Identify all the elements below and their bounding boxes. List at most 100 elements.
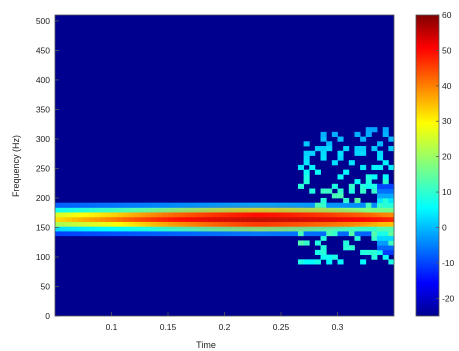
heatmap-cell	[348, 202, 355, 208]
x-tick-label: 0.25	[273, 322, 290, 332]
heatmap-cell	[184, 231, 191, 237]
heatmap-cell	[377, 183, 384, 189]
heatmap-cell	[111, 226, 118, 232]
heatmap-cell	[71, 202, 78, 208]
heatmap-cell	[382, 160, 389, 166]
heatmap-cell	[303, 150, 310, 156]
heatmap-cell	[360, 164, 367, 171]
heatmap-cell	[66, 226, 73, 232]
heatmap-cell	[60, 231, 67, 237]
x-axis: 0.1 0.15 0.2 0.25 0.3	[106, 312, 344, 332]
heatmap-cell	[371, 231, 378, 237]
heatmap-cell	[105, 202, 112, 208]
heatmap-cell	[122, 207, 129, 213]
heatmap-cell	[388, 202, 395, 208]
heatmap-cell	[252, 231, 259, 237]
heatmap-cell	[196, 202, 203, 208]
heatmap-cell	[371, 254, 378, 260]
heatmap-cell	[184, 202, 191, 208]
heatmap-cell	[55, 231, 62, 237]
heatmap-cell	[55, 207, 62, 213]
plot-background	[55, 15, 394, 316]
heatmap-cell	[77, 212, 84, 218]
heatmap-cell	[105, 221, 112, 227]
colorbar-tick-label: 20	[442, 152, 452, 162]
heatmap-cell	[320, 188, 327, 194]
heatmap-cell	[377, 231, 384, 237]
heatmap-cell	[66, 221, 73, 227]
heatmap-cell	[365, 183, 372, 189]
heatmap-cell	[145, 226, 152, 232]
heatmap-cell	[348, 183, 355, 189]
heatmap-cell	[371, 235, 378, 241]
heatmap-cell	[77, 231, 84, 237]
heatmap-cell	[331, 131, 338, 137]
heatmap-cell	[371, 127, 378, 133]
colorbar-tick-label: 30	[442, 116, 452, 126]
heatmap-cell	[354, 235, 361, 241]
heatmap-cell	[382, 188, 389, 194]
heatmap-cell	[292, 202, 299, 208]
heatmap-cell	[66, 202, 73, 208]
y-tick-label: 350	[36, 104, 50, 114]
heatmap-cell	[111, 221, 118, 227]
heatmap-cell	[377, 197, 384, 204]
heatmap-cell	[360, 188, 367, 194]
heatmap-cell	[60, 216, 67, 222]
heatmap-cell	[117, 202, 124, 208]
heatmap-cell	[156, 231, 163, 237]
heatmap-cell	[314, 169, 321, 175]
heatmap-cell	[360, 249, 367, 256]
heatmap-cell	[326, 141, 333, 147]
heatmap-cell	[122, 231, 129, 237]
heatmap-cell	[320, 197, 327, 204]
heatmap-cell	[55, 212, 62, 218]
heatmap-cell	[100, 212, 107, 218]
heatmap-cell	[371, 146, 378, 152]
heatmap-cell	[388, 221, 395, 227]
heatmap-cell	[55, 221, 62, 227]
heatmap-cell	[377, 212, 384, 218]
heatmap-cell	[94, 231, 101, 237]
heatmap-cell	[151, 202, 158, 208]
heatmap-cell	[326, 254, 333, 260]
heatmap-cell	[337, 136, 344, 142]
heatmap-cell	[337, 193, 344, 199]
heatmap-cell	[343, 240, 350, 246]
heatmap-cell	[105, 216, 112, 222]
heatmap-cell	[377, 240, 384, 246]
heatmap-cell	[348, 226, 355, 232]
colorbar-tick-label: 60	[442, 10, 452, 20]
heatmap-cell	[190, 231, 197, 237]
heatmap-cell	[365, 127, 372, 133]
heatmap-cell	[309, 202, 316, 208]
heatmap-cell	[281, 231, 288, 237]
heatmap-cell	[60, 207, 67, 213]
heatmap-cell	[309, 150, 316, 156]
heatmap-cell	[88, 207, 95, 213]
heatmap-cell	[365, 226, 372, 232]
heatmap-cell	[94, 226, 101, 232]
heatmap-cell	[303, 174, 310, 180]
heatmap-cell	[60, 226, 67, 232]
heatmap-cell	[100, 221, 107, 227]
heatmap-cell	[382, 127, 389, 133]
heatmap-cell	[337, 155, 344, 161]
heatmap-cell	[162, 202, 169, 208]
heatmap-cell	[382, 245, 389, 251]
y-tick-label: 150	[36, 222, 50, 232]
heatmap-cell	[377, 221, 384, 227]
heatmap-cell	[314, 146, 321, 152]
heatmap-cell	[66, 207, 73, 213]
heatmap-cell	[382, 179, 389, 185]
heatmap-cell	[388, 183, 395, 189]
heatmap-cell	[297, 259, 304, 265]
colorbar: 60 50 40 30 20 10 0 -10 -20	[415, 10, 455, 317]
heatmap-cell	[354, 202, 361, 208]
heatmap-cell	[145, 231, 152, 237]
heatmap-cell	[365, 179, 372, 185]
heatmap-cell	[337, 202, 344, 208]
heatmap-cell	[326, 188, 333, 194]
heatmap-cell	[275, 231, 282, 237]
heatmap-cell	[139, 226, 146, 232]
